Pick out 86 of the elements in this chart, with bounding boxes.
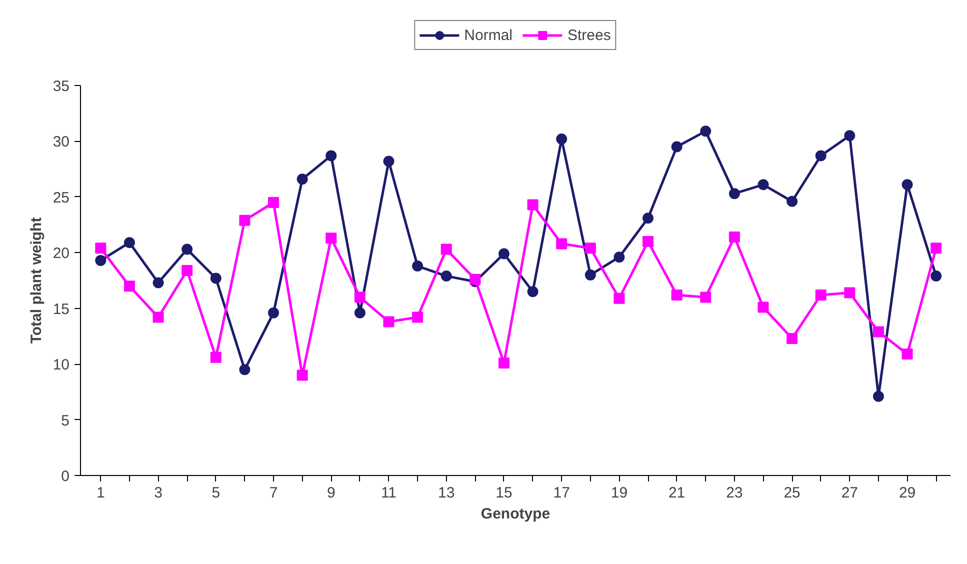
- x-tick-label: 11: [380, 484, 397, 502]
- point: [383, 316, 394, 328]
- point: [239, 364, 250, 376]
- point: [844, 287, 856, 298]
- point: [239, 214, 250, 226]
- x-tick-label: 21: [668, 484, 686, 502]
- x-tick-label: 27: [841, 484, 858, 502]
- y-tick-label: 25: [52, 189, 70, 206]
- x-axis-title: Genotype: [480, 506, 550, 522]
- point: [326, 150, 337, 162]
- point: [614, 292, 625, 304]
- point: [786, 196, 798, 207]
- point: [642, 212, 654, 224]
- point: [930, 270, 942, 282]
- legend-label: Strees: [567, 26, 611, 44]
- y-tick-label: 0: [61, 468, 70, 485]
- point: [326, 232, 337, 244]
- x-tick-label: 1: [96, 484, 105, 502]
- point: [124, 237, 135, 248]
- point: [872, 390, 884, 402]
- point: [498, 248, 510, 260]
- point: [152, 277, 164, 288]
- point: [758, 302, 769, 313]
- point: [728, 232, 740, 243]
- y-tick-label: 10: [52, 356, 70, 374]
- point: [354, 292, 366, 303]
- point: [815, 150, 826, 162]
- point: [95, 254, 106, 266]
- point: [210, 352, 222, 363]
- x-tick-label: 17: [553, 484, 570, 502]
- x-tick-label: 29: [898, 484, 916, 502]
- point: [642, 236, 654, 247]
- point: [902, 179, 913, 190]
- point: [470, 274, 481, 285]
- point: [152, 312, 164, 323]
- x-tick-label: 3: [154, 484, 162, 502]
- y-axis-title: Total plant weight: [28, 217, 45, 344]
- point: [412, 312, 424, 323]
- point: [124, 280, 135, 292]
- point: [556, 133, 568, 144]
- point: [440, 244, 452, 255]
- point: [671, 289, 682, 300]
- x-tick-label: 9: [326, 484, 336, 502]
- x-tick-label: 23: [726, 484, 743, 502]
- y-tick-label: 30: [52, 134, 70, 151]
- point: [296, 370, 308, 381]
- point: [440, 270, 452, 282]
- point: [268, 307, 280, 318]
- point: [930, 242, 942, 254]
- point: [210, 272, 222, 284]
- legend-label: Normal: [464, 26, 512, 44]
- point: [182, 244, 193, 255]
- y-tick-label: 35: [52, 78, 70, 95]
- point: [527, 286, 538, 298]
- x-tick-label: 15: [496, 484, 512, 502]
- point: [296, 174, 308, 185]
- point: [614, 252, 625, 263]
- x-tick-label: 13: [438, 484, 455, 502]
- y-tick-label: 15: [52, 300, 70, 318]
- point: [728, 188, 740, 200]
- point: [584, 242, 596, 254]
- point: [412, 260, 424, 272]
- point: [95, 242, 106, 254]
- x-tick-label: 5: [212, 484, 220, 502]
- point: [700, 126, 712, 137]
- point: [182, 264, 193, 276]
- x-tick-label: 7: [269, 484, 278, 502]
- point: [584, 269, 596, 280]
- point: [498, 357, 510, 368]
- point: [815, 289, 826, 300]
- point: [700, 292, 712, 303]
- point: [671, 141, 682, 152]
- point: [902, 348, 913, 360]
- y-tick-label: 5: [61, 412, 70, 430]
- y-tick-label: 20: [52, 245, 70, 262]
- point: [383, 156, 394, 167]
- point: [872, 326, 884, 338]
- point: [354, 307, 366, 318]
- point: [758, 179, 769, 190]
- x-tick-label: 25: [784, 484, 800, 502]
- point: [844, 130, 856, 142]
- point: [268, 197, 280, 208]
- point: [527, 199, 538, 210]
- point: [556, 238, 568, 250]
- x-tick-label: 19: [610, 484, 628, 502]
- point: [786, 332, 798, 344]
